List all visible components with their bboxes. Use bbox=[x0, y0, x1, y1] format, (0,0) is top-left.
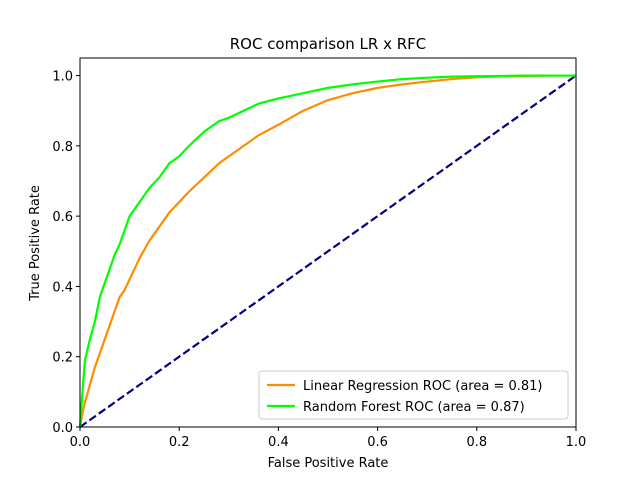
y-axis: 0.0 0.2 0.4 0.6 0.8 1.0 bbox=[52, 70, 80, 436]
series-line-0 bbox=[78, 74, 576, 428]
x-tick-label: 0.2 bbox=[169, 435, 190, 450]
y-tick-label: 0.2 bbox=[52, 351, 73, 366]
x-tick-label: 0.8 bbox=[466, 435, 487, 450]
y-axis-label: True Positive Rate bbox=[28, 185, 43, 302]
legend-box bbox=[258, 370, 569, 420]
y-tick-label: 0.8 bbox=[52, 140, 73, 155]
series-layer bbox=[78, 74, 577, 428]
y-tick-label: 0.6 bbox=[52, 210, 73, 225]
y-tick-label: 0.4 bbox=[52, 280, 73, 295]
x-tick-label: 0.4 bbox=[268, 435, 289, 450]
x-tick-label: 0.6 bbox=[367, 435, 388, 450]
series-line-2 bbox=[79, 74, 577, 428]
legend-entry: Linear Regression ROC (area = 0.81) bbox=[303, 379, 542, 394]
chart-title: ROC comparison LR x RFC bbox=[230, 35, 427, 53]
legend-entry: Random Forest ROC (area = 0.87) bbox=[303, 400, 525, 415]
legend: Linear Regression ROC (area = 0.81) Rando… bbox=[258, 370, 569, 420]
plot-area bbox=[78, 57, 577, 428]
series-line-1 bbox=[78, 74, 576, 428]
y-tick-label: 1.0 bbox=[52, 70, 73, 85]
plot-frame bbox=[79, 57, 577, 428]
x-axis-label: False Positive Rate bbox=[268, 456, 389, 471]
x-axis: 0.0 0.2 0.4 0.6 0.8 1.0 bbox=[70, 427, 587, 450]
y-tick-label: 0.0 bbox=[52, 421, 73, 436]
x-tick-label: 0.0 bbox=[70, 435, 91, 450]
x-tick-label: 1.0 bbox=[566, 435, 587, 450]
